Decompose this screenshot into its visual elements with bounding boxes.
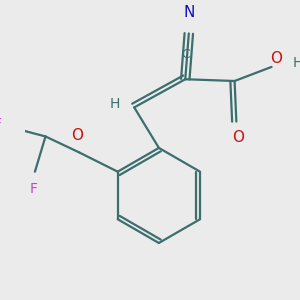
Text: F: F — [29, 182, 37, 196]
Text: O: O — [270, 51, 282, 66]
Text: H: H — [293, 56, 300, 70]
Text: C: C — [181, 48, 190, 61]
Text: O: O — [232, 130, 244, 145]
Text: O: O — [71, 128, 83, 143]
Text: F: F — [0, 117, 1, 131]
Text: H: H — [110, 97, 120, 111]
Text: N: N — [183, 5, 194, 20]
